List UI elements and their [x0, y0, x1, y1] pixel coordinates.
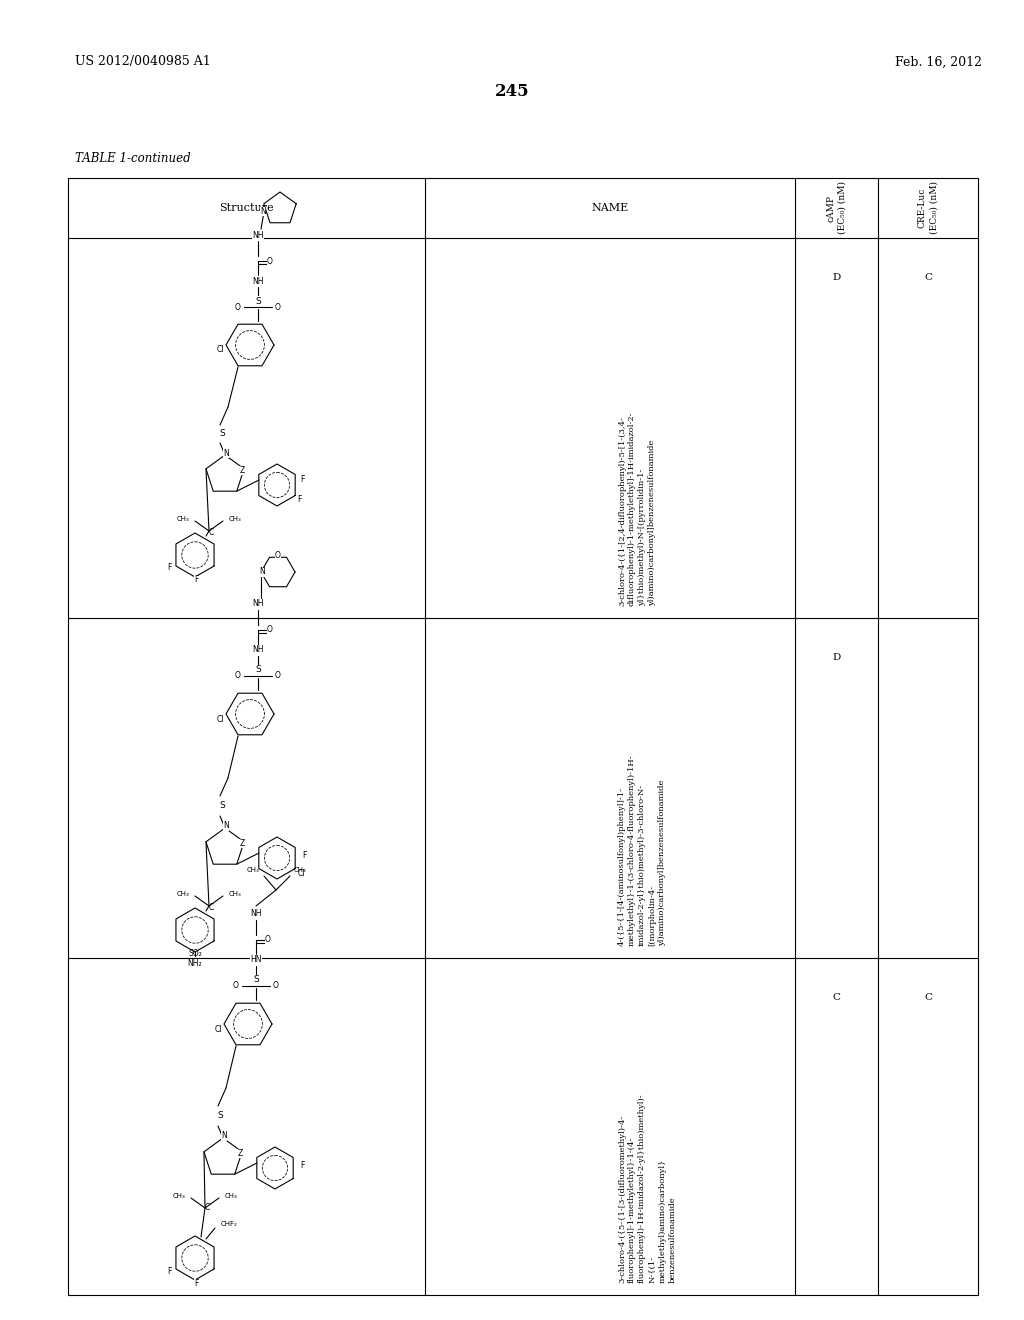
- Text: CRE-Luc
(EC₅₀) (nM): CRE-Luc (EC₅₀) (nM): [918, 181, 938, 235]
- Text: N: N: [259, 568, 265, 577]
- Text: C: C: [924, 993, 932, 1002]
- Text: O: O: [236, 672, 241, 681]
- Text: N: N: [221, 1131, 227, 1140]
- Text: S: S: [219, 429, 225, 437]
- Text: F: F: [194, 576, 199, 585]
- Text: SO₂: SO₂: [188, 949, 202, 958]
- Text: CH₃: CH₃: [176, 891, 189, 898]
- Text: O: O: [267, 626, 273, 635]
- Text: F: F: [300, 475, 304, 484]
- Text: US 2012/0040985 A1: US 2012/0040985 A1: [75, 55, 211, 69]
- Text: Feb. 16, 2012: Feb. 16, 2012: [895, 55, 982, 69]
- Text: CH₃: CH₃: [229, 891, 242, 898]
- Text: Cl: Cl: [216, 346, 224, 355]
- Text: O: O: [275, 302, 281, 312]
- Text: CHF₂: CHF₂: [221, 1221, 238, 1228]
- Text: F: F: [194, 1279, 199, 1287]
- Text: F: F: [167, 564, 171, 573]
- Text: Z: Z: [240, 466, 245, 475]
- Text: F: F: [300, 1160, 304, 1170]
- Text: D: D: [833, 653, 841, 663]
- Text: O: O: [267, 256, 273, 265]
- Text: S: S: [253, 975, 259, 985]
- Text: NH: NH: [252, 231, 264, 239]
- Text: S: S: [255, 297, 261, 305]
- Text: O: O: [233, 982, 239, 990]
- Text: O: O: [265, 936, 271, 945]
- Text: D: D: [833, 273, 841, 282]
- Text: O: O: [275, 672, 281, 681]
- Text: CH₃: CH₃: [225, 1193, 238, 1199]
- Text: S: S: [219, 801, 225, 810]
- Text: S: S: [255, 665, 261, 675]
- Text: Z: Z: [238, 1150, 243, 1159]
- Text: C: C: [205, 1204, 210, 1213]
- Text: NAME: NAME: [592, 203, 629, 213]
- Text: F: F: [302, 850, 306, 859]
- Text: O: O: [236, 302, 241, 312]
- Text: Cl: Cl: [214, 1024, 222, 1034]
- Text: S: S: [217, 1111, 223, 1121]
- Text: Cl: Cl: [297, 870, 305, 879]
- Text: 4-({5-{1-[4-(aminosulfonyl)phenyl]-1-
methylethyl}-1-(3-chloro-4-fluorophenyl)-1: 4-({5-{1-[4-(aminosulfonyl)phenyl]-1- me…: [618, 754, 667, 946]
- Text: NH: NH: [252, 276, 264, 285]
- Text: F: F: [167, 1266, 171, 1275]
- Text: NH: NH: [252, 599, 264, 609]
- Text: O: O: [273, 982, 279, 990]
- Text: C: C: [208, 903, 214, 912]
- Text: N: N: [223, 821, 229, 830]
- Text: F: F: [297, 495, 301, 503]
- Text: TABLE 1-continued: TABLE 1-continued: [75, 152, 190, 165]
- Text: HN: HN: [250, 956, 262, 965]
- Text: CH₃: CH₃: [172, 1193, 185, 1199]
- Text: cAMP
(EC₅₀) (nM): cAMP (EC₅₀) (nM): [826, 181, 847, 235]
- Text: C: C: [833, 993, 841, 1002]
- Text: CH₃: CH₃: [229, 516, 242, 521]
- Text: CH₃: CH₃: [246, 867, 259, 873]
- Text: 3-chloro-4-({1-[2,4-difluorophenyl)-5-[1-(3,4-
difluorophenyl)-1-methylethyl]-1H: 3-chloro-4-({1-[2,4-difluorophenyl)-5-[1…: [618, 412, 656, 606]
- Text: NH: NH: [252, 645, 264, 655]
- Text: O: O: [275, 550, 281, 560]
- Text: Z: Z: [240, 840, 245, 849]
- Bar: [68, 178, 978, 1295]
- Text: CH₃: CH₃: [176, 516, 189, 521]
- Text: Structure: Structure: [219, 203, 273, 213]
- Text: NH: NH: [250, 909, 262, 919]
- Text: NH₂: NH₂: [187, 960, 203, 968]
- Text: N: N: [260, 206, 266, 215]
- Text: C: C: [208, 528, 214, 537]
- Text: CH₃: CH₃: [294, 867, 307, 873]
- Text: 3-chloro-4-({5-{1-[3-(difluoromethyl)-4-
fluorophenyl]-1-methylethyl}-1-(4-
fluo: 3-chloro-4-({5-{1-[3-(difluoromethyl)-4-…: [618, 1093, 677, 1283]
- Text: Cl: Cl: [216, 714, 224, 723]
- Text: N: N: [223, 449, 229, 458]
- Text: 245: 245: [495, 83, 529, 100]
- Text: C: C: [924, 273, 932, 282]
